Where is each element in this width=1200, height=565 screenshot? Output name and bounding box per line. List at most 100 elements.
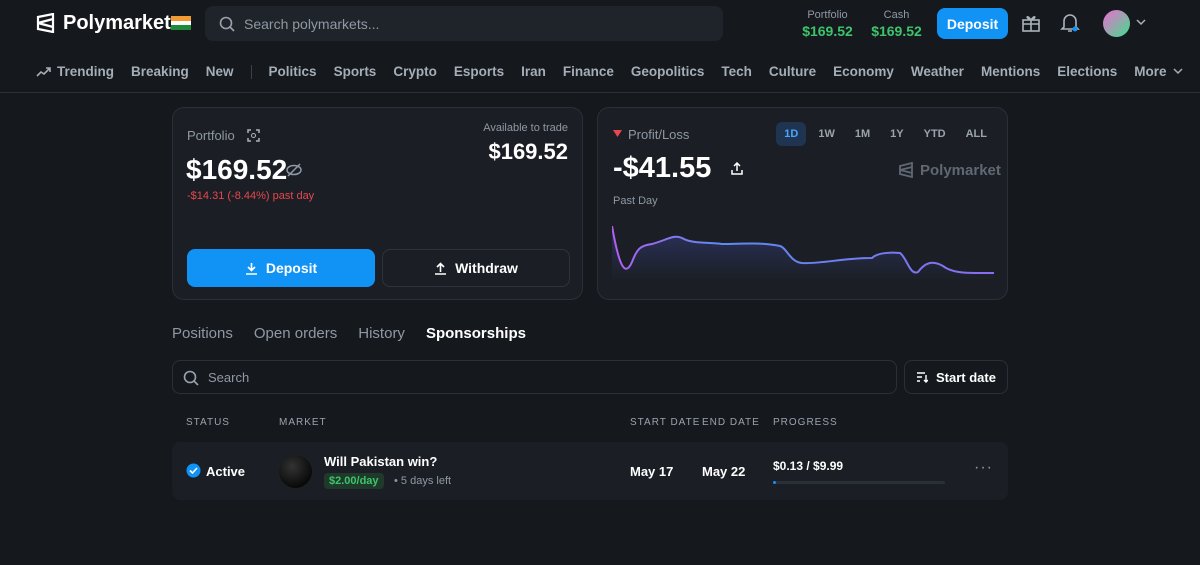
range-option[interactable]: 1W <box>818 128 835 140</box>
nav-label: Elections <box>1057 64 1118 79</box>
remaining: 5 days left <box>394 475 451 487</box>
nav-item[interactable]: Finance <box>563 64 614 79</box>
label: Deposit <box>265 260 318 276</box>
end-date: May 22 <box>702 464 746 479</box>
nav-label: Tech <box>721 64 752 79</box>
share-icon[interactable] <box>731 162 743 175</box>
nav-item[interactable]: Trending <box>36 64 114 79</box>
nav-item[interactable]: Geopolitics <box>631 64 705 79</box>
range-option[interactable]: 1M <box>854 128 871 140</box>
sort-icon <box>917 372 929 383</box>
nav-item[interactable]: Mentions <box>981 64 1040 79</box>
column-header: START DATE <box>630 417 701 428</box>
range-option[interactable]: ALL <box>965 128 987 140</box>
nav-label: Trending <box>57 64 114 79</box>
placeholder: Search <box>208 370 250 385</box>
nav-label: Crypto <box>393 64 437 79</box>
column-header: STATUS <box>186 417 230 428</box>
search-icon <box>219 16 235 32</box>
nav-item[interactable]: New <box>206 64 234 79</box>
label: Profit/Loss <box>628 127 690 142</box>
upload-icon <box>435 261 447 275</box>
nav-label: Iran <box>521 64 546 79</box>
value: $169.52 <box>802 23 853 39</box>
nav-item[interactable]: Crypto <box>393 64 437 79</box>
sparkline <box>612 225 995 280</box>
nav-label: Breaking <box>131 64 189 79</box>
separator <box>250 64 252 79</box>
nav-label: Culture <box>768 64 817 79</box>
column-header: END DATE <box>702 417 760 428</box>
nav-item[interactable]: More <box>1134 64 1183 79</box>
nav-item[interactable]: Culture <box>769 64 816 79</box>
brand[interactable]: Polymarket <box>63 12 171 34</box>
nav-label: Economy <box>833 64 894 79</box>
sort-button[interactable]: Start date <box>904 360 1008 394</box>
range-option[interactable]: YTD <box>923 128 946 140</box>
chevron[interactable] <box>1136 19 1146 27</box>
cash-stat[interactable]: Cash $169.52 <box>869 9 924 39</box>
column-header: PROGRESS <box>773 417 838 428</box>
nav-item[interactable]: Elections <box>1057 64 1117 79</box>
more-menu[interactable]: ··· <box>974 459 993 476</box>
deposit-button[interactable]: Deposit <box>187 249 375 287</box>
chevron <box>1172 68 1183 75</box>
period: Past Day <box>613 195 658 207</box>
nav-item[interactable]: Esports <box>454 64 504 79</box>
gift-icon[interactable] <box>1021 13 1041 33</box>
flag[interactable] <box>171 16 191 30</box>
tab[interactable]: Sponsorships <box>425 325 526 342</box>
nav-label: Sports <box>333 64 377 79</box>
nav-label: Mentions <box>980 64 1041 79</box>
divider <box>0 92 1200 93</box>
nav-item[interactable]: Tech <box>721 64 752 79</box>
logo-icon <box>36 13 55 33</box>
avatar[interactable] <box>1103 10 1130 37</box>
available-value: $169.52 <box>488 139 568 164</box>
label: Portfolio <box>807 9 848 21</box>
nav-item[interactable]: Politics <box>269 64 317 79</box>
value: $169.52 <box>871 23 922 39</box>
bell-icon[interactable] <box>1060 12 1080 34</box>
nav-item[interactable]: Economy <box>833 64 894 79</box>
start-date: May 17 <box>630 464 674 479</box>
column-header: MARKET <box>279 417 327 428</box>
range-selector: 1D 1W 1M 1Y YTD ALL <box>776 122 995 146</box>
nav-label: New <box>205 64 234 79</box>
portfolio-card: Portfolio $169.52 -$14.31 (-8.44%) past … <box>172 107 583 300</box>
market-title[interactable]: Will Pakistan win? <box>324 454 438 469</box>
brand-icon <box>899 162 913 178</box>
withdraw-button[interactable]: Withdraw <box>382 249 570 287</box>
table-row[interactable]: Active Will Pakistan win? $2.00/day 5 da… <box>172 442 1008 500</box>
tab[interactable]: History <box>358 325 405 342</box>
range-option[interactable]: 1Y <box>890 128 904 140</box>
search-icon <box>183 370 199 386</box>
range-option[interactable]: 1D <box>776 122 807 146</box>
tabs: Positions Open orders History Sponsorships <box>172 325 526 342</box>
nav-label: Finance <box>562 64 614 79</box>
scan-icon[interactable] <box>247 129 260 142</box>
deposit-button[interactable]: Deposit <box>937 8 1008 39</box>
pnl-card: Profit/Loss 1D 1W 1M 1Y YTD ALL -$41.55 Polym… <box>597 107 1008 300</box>
nav-item[interactable]: Breaking <box>131 64 189 79</box>
label: Withdraw <box>455 260 518 276</box>
portfolio-stat[interactable]: Portfolio $169.52 <box>800 9 855 39</box>
nav-item[interactable]: Sports <box>334 64 377 79</box>
nav-label: More <box>1134 64 1167 79</box>
nav-label: Esports <box>453 64 505 79</box>
search-bar[interactable]: Search polymarkets... <box>205 6 723 41</box>
value: $169.52 <box>186 154 288 185</box>
tab[interactable]: Positions <box>172 325 233 342</box>
table-search[interactable]: Search <box>172 360 897 394</box>
nav-label: Weather <box>910 64 964 79</box>
market-icon <box>279 455 312 488</box>
down-triangle <box>613 130 622 137</box>
nav-item[interactable]: Iran <box>521 64 546 79</box>
nav-item[interactable]: Weather <box>911 64 964 79</box>
hide-icon[interactable] <box>286 163 302 177</box>
tab[interactable]: Open orders <box>253 325 338 342</box>
check-icon <box>186 463 201 478</box>
nav: Trending Breaking New Politics Sports Crypto E… <box>36 64 1183 79</box>
label: Start date <box>936 369 996 385</box>
